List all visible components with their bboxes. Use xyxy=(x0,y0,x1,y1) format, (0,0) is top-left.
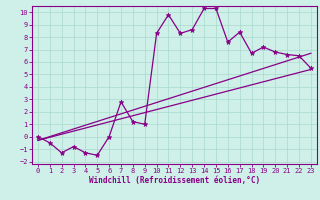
X-axis label: Windchill (Refroidissement éolien,°C): Windchill (Refroidissement éolien,°C) xyxy=(89,176,260,185)
